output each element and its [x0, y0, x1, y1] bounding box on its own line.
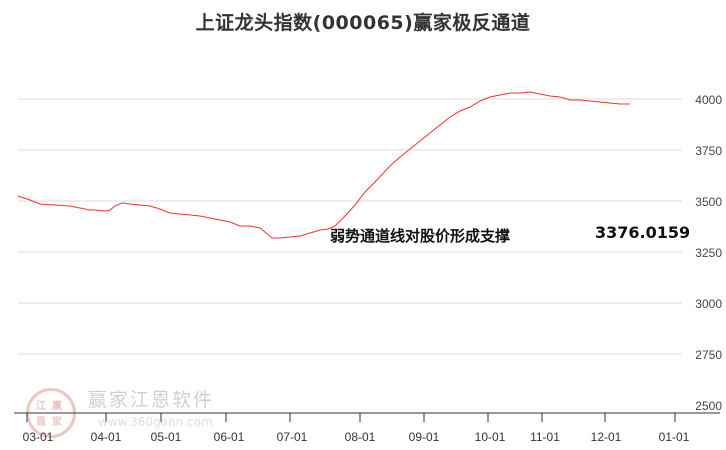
svg-text:2750: 2750 — [695, 348, 722, 362]
svg-text:3000: 3000 — [695, 297, 722, 311]
svg-text:10-01: 10-01 — [475, 430, 506, 444]
svg-text:06-01: 06-01 — [214, 430, 245, 444]
grid-lines — [18, 98, 682, 355]
x-axis-labels: 03-01 04-01 05-01 06-01 07-01 08-01 09-0… — [23, 430, 690, 444]
svg-text:11-01: 11-01 — [530, 430, 560, 444]
svg-text:08-01: 08-01 — [345, 430, 376, 444]
y-axis-labels: 4000 3750 3500 3250 3000 2750 2500 — [695, 93, 722, 413]
svg-text:3500: 3500 — [695, 195, 722, 209]
svg-text:03-01: 03-01 — [23, 430, 54, 444]
svg-text:4000: 4000 — [695, 93, 722, 107]
svg-text:2500: 2500 — [695, 399, 722, 413]
svg-text:07-01: 07-01 — [277, 430, 308, 444]
annotation-text: 弱势通道线对股价形成支撑 — [330, 227, 511, 245]
svg-text:3750: 3750 — [695, 144, 722, 158]
svg-text:3250: 3250 — [695, 246, 722, 260]
svg-text:04-01: 04-01 — [91, 430, 122, 444]
support-value-label: 3376.0159 — [595, 223, 691, 242]
svg-text:05-01: 05-01 — [151, 430, 182, 444]
upper-outer-band — [17, 91, 630, 239]
x-axis — [14, 412, 720, 422]
svg-text:09-01: 09-01 — [409, 430, 440, 444]
svg-text:01-01: 01-01 — [659, 430, 690, 444]
svg-text:12-01: 12-01 — [591, 430, 622, 444]
chart-title: 上证龙头指数(000065)赢家极反通道 — [195, 12, 531, 34]
